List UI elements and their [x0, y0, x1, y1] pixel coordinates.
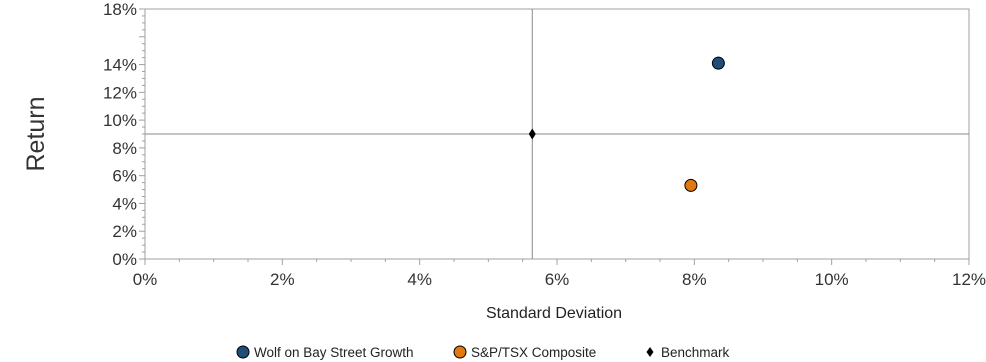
data-points: [528, 56, 725, 192]
legend-marker-circle: [453, 345, 467, 359]
legend-marker-circle: [236, 345, 250, 359]
y-tick-label: 8%: [112, 139, 137, 158]
y-tick-label: 14%: [103, 56, 137, 75]
x-axis-title: Standard Deviation: [486, 305, 622, 322]
x-tick-label: 6%: [545, 270, 570, 289]
x-tick-label: 2%: [270, 270, 295, 289]
legend-label: Wolf on Bay Street Growth: [254, 345, 414, 360]
y-tick-label: 2%: [112, 222, 137, 241]
x-tick-label: 12%: [952, 270, 986, 289]
y-tick-label: 4%: [112, 194, 137, 213]
x-tick-label: 0%: [133, 270, 158, 289]
y-tick-label: 18%: [103, 0, 137, 19]
legend-label: Benchmark: [661, 345, 730, 360]
y-tick-label: 12%: [103, 83, 137, 102]
reference-lines: [145, 9, 969, 259]
x-axis: 0% 2% 4% 6% 8% 10% 12%: [133, 259, 986, 289]
y-axis: 0% 2% 4% 6% 8% 10% 12% 14% 18%: [103, 0, 145, 269]
data-point: [684, 178, 698, 192]
y-tick-label: 6%: [112, 167, 137, 186]
y-tick-label: 0%: [112, 250, 137, 269]
x-tick-label: 4%: [407, 270, 432, 289]
x-tick-label: 10%: [815, 270, 849, 289]
legend: Wolf on Bay Street Growth S&P/TSX Composi…: [236, 345, 730, 360]
benchmark-point: [528, 128, 536, 140]
x-tick-label: 8%: [682, 270, 707, 289]
data-point: [711, 56, 725, 70]
legend-label: S&P/TSX Composite: [471, 345, 596, 360]
y-axis-title: Return: [22, 96, 50, 171]
y-tick-label: 10%: [103, 111, 137, 130]
legend-marker-diamond: [646, 347, 654, 357]
